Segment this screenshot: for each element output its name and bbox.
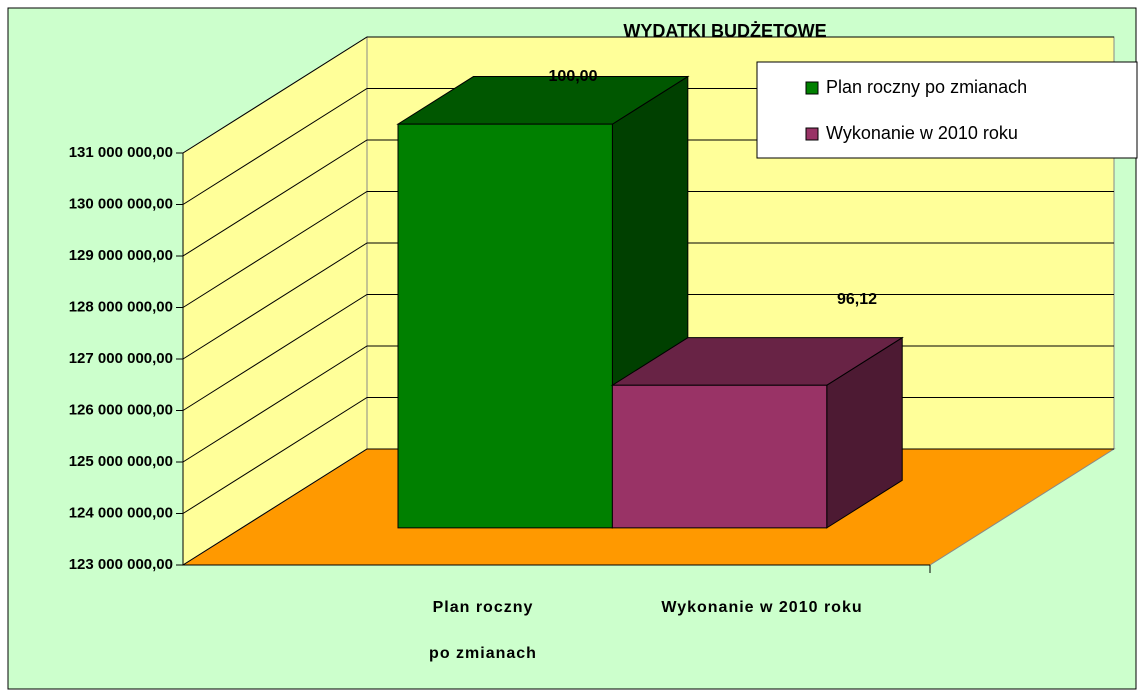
- legend-swatch: [805, 81, 819, 95]
- chart-title: WYDATKI BUDŻETOWE: [623, 21, 826, 41]
- y-tick-label: 129 000 000,00: [69, 247, 173, 264]
- annotation: 100,00: [549, 68, 598, 85]
- y-tick-label: 123 000 000,00: [69, 556, 173, 573]
- x-tick-label-box: Plan roczny po zmianach: [429, 599, 537, 662]
- y-tick-label: 127 000 000,00: [69, 350, 173, 367]
- legend-label: Wykonanie w 2010 roku: [826, 123, 1018, 143]
- legend: [756, 61, 1138, 159]
- y-tick-label: 126 000 000,00: [69, 401, 173, 418]
- y-tick-label: 125 000 000,00: [69, 453, 173, 470]
- bar: [611, 384, 828, 529]
- legend-swatch: [805, 127, 819, 141]
- x-tick-label: Wykonanie w 2010 roku: [661, 599, 863, 616]
- annotation: 96,12: [837, 291, 877, 308]
- y-tick-label: 124 000 000,00: [69, 504, 173, 521]
- y-tick-label: 128 000 000,00: [69, 298, 173, 315]
- y-tick-label: 131 000 000,00: [69, 144, 173, 161]
- grid-line: [182, 191, 1114, 308]
- y-tick-label: 130 000 000,00: [69, 195, 173, 212]
- grid-line: [182, 36, 1114, 154]
- grid-line: [182, 294, 1114, 411]
- grid-line: [182, 242, 1114, 360]
- x-tick-label-box: Wykonanie w 2010 roku: [661, 599, 863, 616]
- x-tick-label: Plan roczny po zmianach: [429, 599, 537, 662]
- bar: [397, 123, 613, 529]
- legend-label: Plan roczny po zmianach: [826, 77, 1027, 97]
